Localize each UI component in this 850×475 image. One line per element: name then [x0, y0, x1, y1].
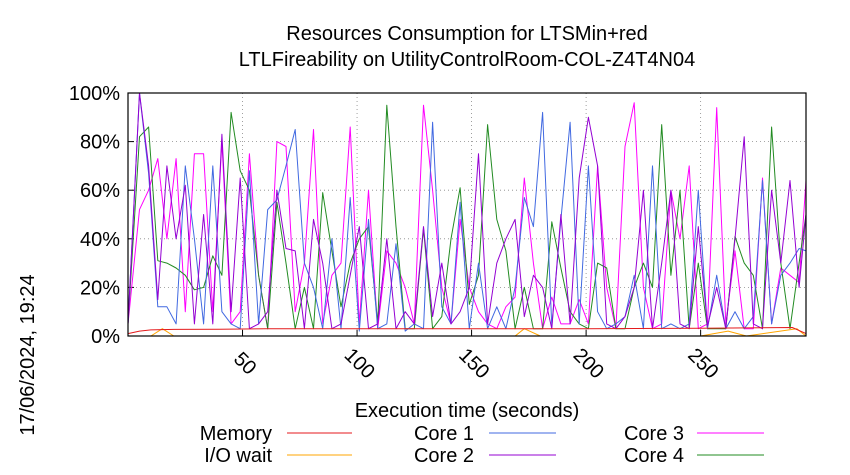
series-line-core-4 — [127, 104, 807, 330]
x-axis: 50 100 150 200 250 — [229, 330, 722, 383]
plot-frame — [127, 92, 807, 337]
series-line-core-2 — [127, 92, 807, 330]
y-tick-label: 40% — [80, 229, 120, 251]
y-tick-label: 80% — [80, 132, 120, 154]
chart-title: Resources Consumption for LTSMin+red — [286, 23, 647, 45]
y-tick-label: 100% — [69, 83, 120, 105]
legend-label-i-o-wait: I/O wait — [204, 445, 272, 467]
legend-label-memory: Memory — [200, 423, 272, 445]
y-tick-label: 60% — [80, 180, 120, 202]
y-tick-label: 0% — [91, 326, 120, 348]
series-line-i-o-wait — [128, 328, 807, 337]
timestamp: 17/06/2024, 19:24 — [17, 274, 39, 435]
legend-label-core-3: Core 3 — [624, 423, 684, 445]
x-axis-label: Execution time (seconds) — [355, 400, 580, 422]
legend-label-core-4: Core 4 — [624, 445, 684, 467]
legend-label-core-1: Core 1 — [414, 423, 474, 445]
y-tick-label: 20% — [80, 277, 120, 299]
y-axis: 0% 20% 40% 60% 80% 100% — [69, 83, 134, 348]
legend-label-core-2: Core 2 — [414, 445, 474, 467]
chart-subtitle: LTLFireability on UtilityControlRoom-COL… — [239, 49, 695, 71]
series-line-memory — [127, 327, 807, 335]
x-tick-label: 250 — [683, 344, 722, 383]
plot-series — [127, 92, 807, 337]
x-tick-label: 150 — [454, 344, 493, 383]
x-tick-label: 200 — [569, 344, 608, 383]
x-tick-label: 100 — [340, 344, 379, 383]
x-tick-label: 50 — [229, 348, 260, 379]
